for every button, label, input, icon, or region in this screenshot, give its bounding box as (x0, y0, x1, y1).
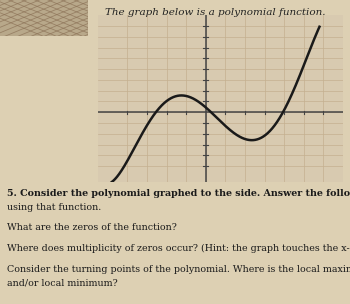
Text: 5. Consider the polynomial graphed to the side. Answer the following questions: 5. Consider the polynomial graphed to th… (7, 189, 350, 198)
Text: What are the zeros of the function?: What are the zeros of the function? (7, 223, 177, 232)
Text: Where does multiplicity of zeros occur? (Hint: the graph touches the x-axis): Where does multiplicity of zeros occur? … (7, 244, 350, 253)
Text: The graph below is a polynomial function.: The graph below is a polynomial function… (105, 8, 326, 17)
Text: Consider the turning points of the polynomial. Where is the local maximum: Consider the turning points of the polyn… (7, 265, 350, 274)
Text: using that function.: using that function. (7, 203, 101, 212)
Text: and/or local minimum?: and/or local minimum? (7, 278, 118, 288)
